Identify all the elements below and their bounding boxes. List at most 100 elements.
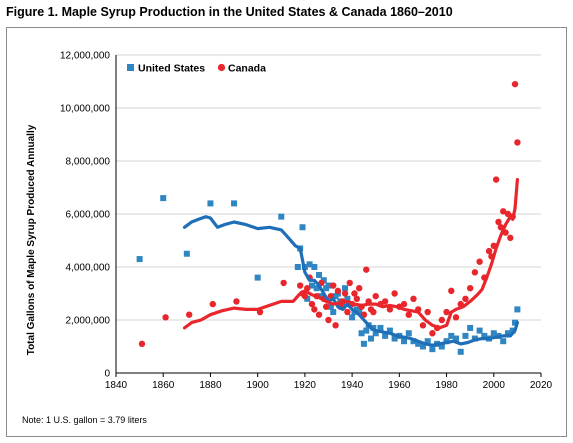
canada-data-point [471, 269, 479, 276]
us-data-point [316, 271, 323, 278]
us-data-point [462, 332, 469, 339]
chart-frame [6, 27, 567, 437]
y-tick-label: 12,000,000 [60, 51, 110, 62]
canada-data-point [330, 282, 337, 289]
y-tick-label: 2,000,000 [66, 316, 111, 327]
us-data-point [453, 335, 459, 342]
canada-data-point [370, 308, 377, 316]
canada-data-point [391, 290, 398, 297]
y-tick-label: 6,000,000 [66, 210, 111, 221]
x-tick-label: 1860 [152, 380, 175, 391]
trend-lines [182, 178, 519, 347]
legend-marker-us [127, 64, 134, 71]
canada-data-point [332, 322, 339, 329]
canada-data-point [334, 287, 342, 295]
us-data-point [500, 338, 507, 345]
canada-data-point [507, 234, 514, 242]
canada-data-point [322, 303, 330, 310]
us-data-point [512, 319, 519, 326]
canada-data-point [353, 295, 361, 302]
us-data-point [415, 340, 422, 347]
axes [115, 55, 542, 377]
canada-data-point [363, 266, 370, 273]
gridlines [116, 54, 541, 321]
canada-data-point [438, 316, 446, 324]
canada-data-point [233, 298, 240, 305]
us-data-point [304, 295, 311, 302]
us-trend-line [182, 215, 519, 347]
x-tick-label: 1940 [341, 380, 364, 391]
canada-data-point [492, 176, 500, 183]
us-data-point [320, 277, 327, 284]
canada-data-point [448, 287, 455, 295]
x-tick-label: 2020 [530, 380, 553, 391]
canada-data-point [419, 322, 427, 329]
canada-data-point [466, 285, 474, 292]
canada-data-point [495, 218, 502, 226]
us-data-point [325, 282, 332, 289]
x-tick-labels: 1840 1860 1880 1900 1920 1940 1960 1980 2000 2020 [105, 380, 553, 391]
us-data-point [490, 330, 497, 337]
canada-data-point [280, 279, 287, 287]
us-data-point [372, 330, 379, 337]
canada-data-point [372, 292, 379, 300]
us-data-point [509, 327, 516, 334]
canada-data-point [514, 139, 521, 146]
y-tick-labels: 0 2,000,000 4,000,000 6,000,000 8,000,000 10,… [60, 51, 111, 380]
legend-label-us: United States [138, 63, 205, 75]
canada-data-point [410, 295, 417, 302]
us-data-point [360, 340, 367, 347]
us-data-point [363, 327, 370, 334]
us-data-point [391, 335, 398, 342]
canada-data-point [308, 300, 316, 308]
canada-data-point [476, 258, 483, 265]
us-data-point [311, 264, 318, 270]
us-data-point [467, 324, 474, 331]
canada-data-point [346, 279, 353, 287]
canada-data-point [315, 311, 323, 318]
canada-data-point [296, 282, 304, 289]
x-tick-label: 1880 [199, 380, 222, 391]
canada-trend-line [182, 178, 519, 330]
canada-data-point [400, 300, 408, 308]
canada-data-point [301, 292, 309, 300]
canada-data-point [405, 311, 412, 318]
us-data-point [358, 330, 365, 337]
us-data-point [278, 213, 285, 220]
us-data-point [254, 274, 261, 281]
y-tick-label: 10,000,000 [60, 104, 110, 115]
canada-data-point [344, 308, 351, 316]
x-tick-label: 1920 [294, 380, 317, 391]
us-data-point [448, 332, 455, 339]
us-data-point [368, 335, 374, 342]
us-data-point [377, 324, 384, 331]
x-tick-label: 1840 [105, 380, 128, 391]
us-data-point [476, 327, 483, 334]
us-data-point [424, 338, 431, 345]
us-data-point [160, 195, 167, 202]
canada-data-point [138, 340, 146, 348]
us-data-point [231, 200, 238, 207]
data-marks [136, 80, 521, 355]
canada-data-point [386, 306, 394, 313]
y-tick-label: 8,000,000 [66, 157, 111, 168]
y-tick-label: 4,000,000 [66, 263, 111, 274]
us-data-point [318, 293, 325, 300]
canada-data-point [185, 311, 193, 318]
us-data-point [457, 348, 464, 355]
canada-data-point [485, 247, 493, 255]
us-data-point [514, 306, 521, 313]
canada-data-point [424, 308, 431, 316]
us-data-point [504, 330, 511, 337]
us-data-point [342, 285, 349, 292]
us-data-point [429, 346, 436, 353]
canada-data-point [351, 290, 358, 297]
us-data-point [401, 338, 408, 345]
x-tick-label: 1980 [435, 380, 458, 391]
canada-data-point [162, 314, 169, 321]
us-data-point [313, 285, 320, 292]
x-tick-label: 1900 [247, 380, 270, 391]
us-data-point [344, 295, 351, 302]
canada-data-point [429, 330, 436, 337]
